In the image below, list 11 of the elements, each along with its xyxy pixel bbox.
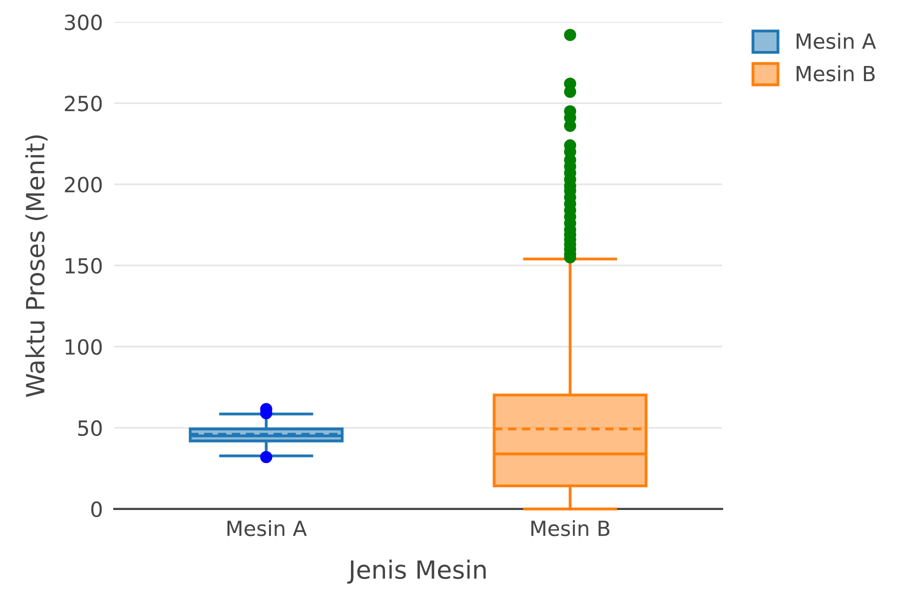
y-tick-label: 150 bbox=[66, 258, 102, 274]
x-axis-title: Jenis Mesin bbox=[347, 560, 486, 584]
y-tick-label: 100 bbox=[66, 339, 102, 355]
legend-label: Mesin A bbox=[796, 32, 876, 50]
y-tick-label: 50 bbox=[78, 420, 102, 436]
y-tick-label: 0 bbox=[91, 501, 102, 518]
y-tick-label: 300 bbox=[64, 14, 102, 30]
y-tick-label: 250 bbox=[64, 96, 102, 112]
y-axis-title: Waktu Proses (Menit) bbox=[25, 135, 48, 397]
y-tick-label: 200 bbox=[64, 176, 102, 193]
legend-label: Mesin B bbox=[796, 65, 875, 82]
